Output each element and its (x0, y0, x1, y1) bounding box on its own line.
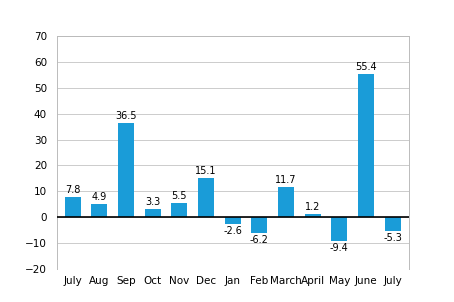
Text: -9.4: -9.4 (330, 243, 349, 253)
Bar (145, 209, 161, 217)
Bar (171, 203, 188, 217)
Bar (225, 217, 241, 224)
Bar (278, 187, 294, 217)
Text: 55.4: 55.4 (355, 62, 377, 72)
Bar (331, 217, 347, 241)
Bar (65, 197, 81, 217)
Bar (385, 217, 400, 231)
Text: 15.1: 15.1 (195, 166, 217, 176)
Text: -6.2: -6.2 (250, 235, 269, 245)
Bar (198, 178, 214, 217)
Text: -5.3: -5.3 (383, 233, 402, 243)
Text: 5.5: 5.5 (172, 191, 187, 201)
Text: 1.2: 1.2 (305, 202, 321, 212)
Text: 11.7: 11.7 (275, 175, 297, 185)
Bar (252, 217, 267, 233)
Bar (91, 204, 108, 217)
Text: 4.9: 4.9 (92, 192, 107, 202)
Text: -2.6: -2.6 (223, 226, 242, 236)
Bar (305, 214, 321, 217)
Bar (118, 123, 134, 217)
Text: 3.3: 3.3 (145, 197, 160, 207)
Bar (358, 74, 374, 217)
Text: 36.5: 36.5 (115, 111, 137, 121)
Text: 7.8: 7.8 (65, 185, 80, 195)
